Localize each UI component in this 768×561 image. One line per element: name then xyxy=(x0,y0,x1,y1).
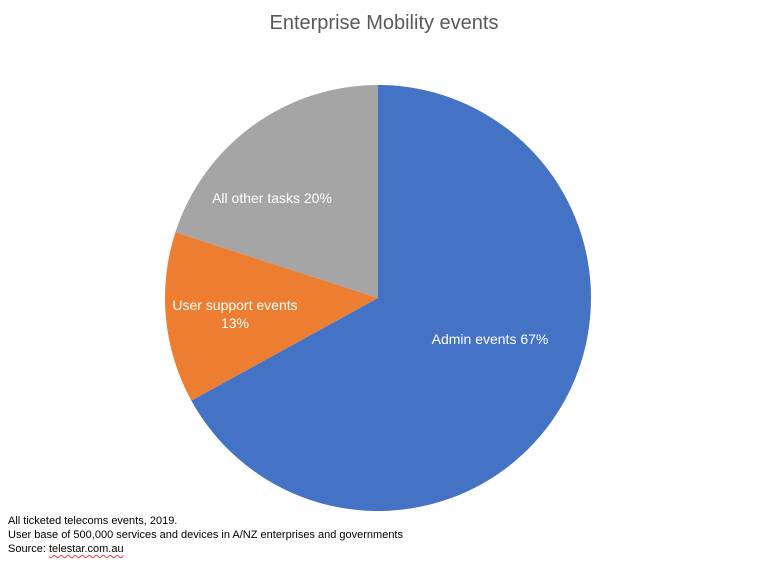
chart-notes: All ticketed telecoms events, 2019. User… xyxy=(8,514,403,556)
slice-label-user-support-events: User support events 13% xyxy=(172,297,297,331)
source-link[interactable]: telestar.com.au xyxy=(48,543,124,555)
pie-labels: Admin events 67% User support events 13% Al… xyxy=(172,190,548,347)
note-line-1: All ticketed telecoms events, 2019. xyxy=(8,515,178,527)
source-prefix: Source: xyxy=(8,543,49,555)
chart-title: Enterprise Mobility events xyxy=(269,12,499,34)
note-line-2: User base of 500,000 services and device… xyxy=(8,529,403,541)
slice-label-admin-events: Admin events 67% xyxy=(432,331,549,347)
note-source: Source: telestar.com.au xyxy=(8,542,403,556)
pie-slices xyxy=(164,85,592,511)
slice-label-all-other-tasks: All other tasks 20% xyxy=(212,190,332,206)
pie-slice-all-other-tasks xyxy=(175,85,378,298)
pie-slice-admin-events xyxy=(191,85,592,511)
pie-slice-user-support-events xyxy=(164,232,378,401)
